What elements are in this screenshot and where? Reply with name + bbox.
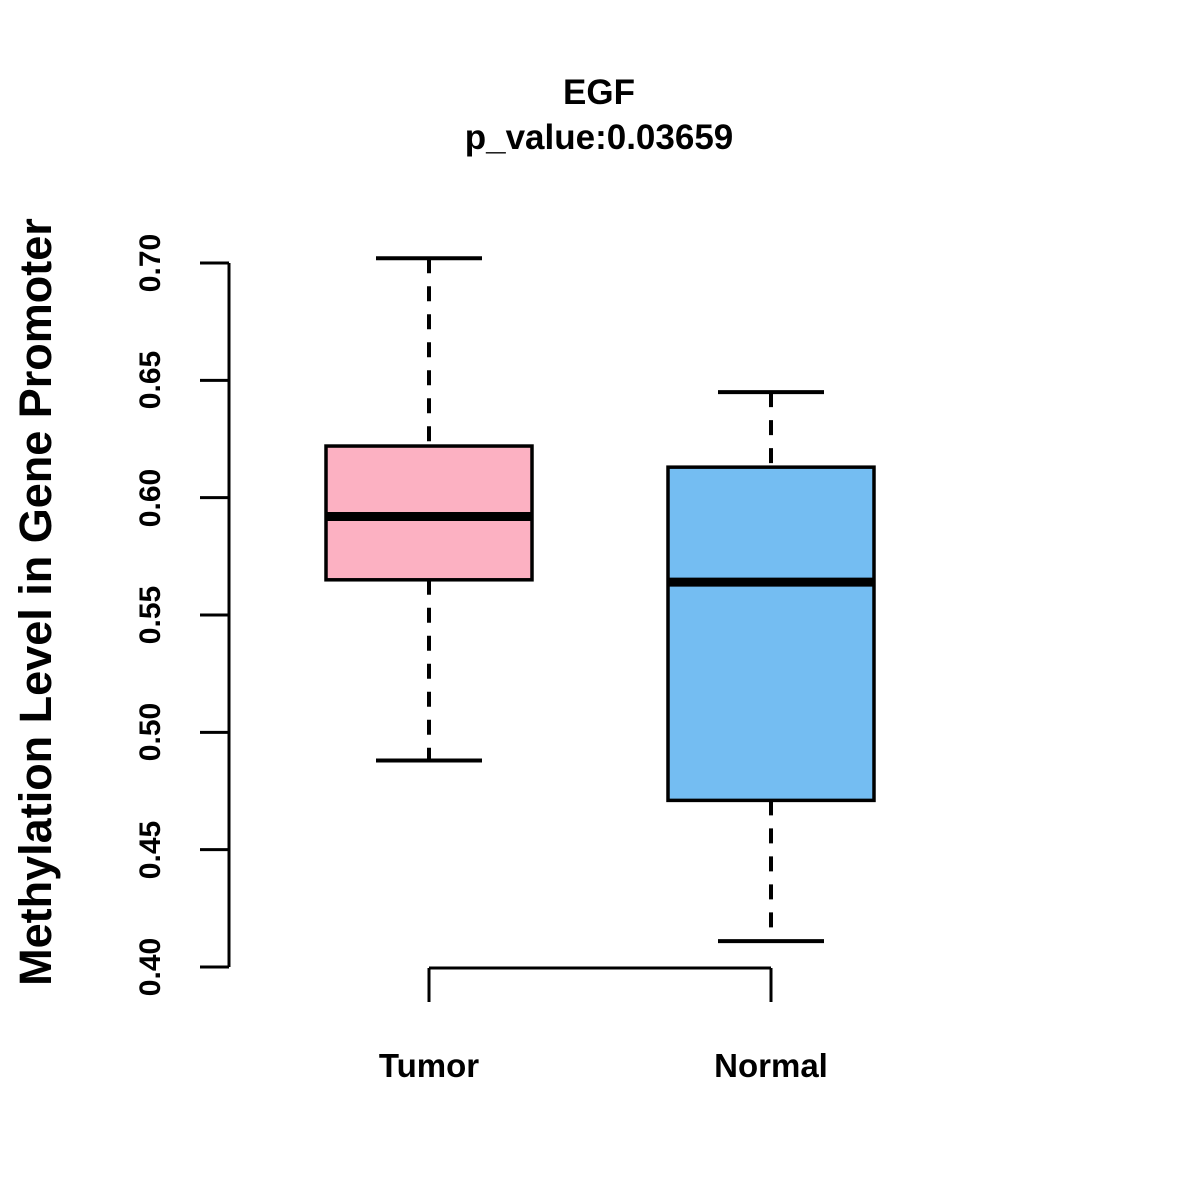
chart-title: EGF — [563, 73, 635, 112]
y-tick-label: 0.60 — [134, 468, 167, 527]
y-tick-label: 0.65 — [134, 351, 167, 410]
x-category-label-normal: Normal — [714, 1047, 828, 1084]
y-tick-label: 0.55 — [134, 585, 167, 645]
y-axis-label: Methylation Level in Gene Promoter — [10, 218, 61, 986]
x-category-label-tumor: Tumor — [378, 1047, 480, 1084]
y-tick-label: 0.70 — [134, 233, 167, 293]
normal-box — [666, 465, 876, 803]
y-tick-label: 0.50 — [134, 703, 167, 762]
y-tick-label: 0.45 — [134, 820, 167, 879]
chart-subtitle: p_value:0.03659 — [464, 118, 734, 157]
y-tick-label: 0.40 — [134, 937, 167, 997]
